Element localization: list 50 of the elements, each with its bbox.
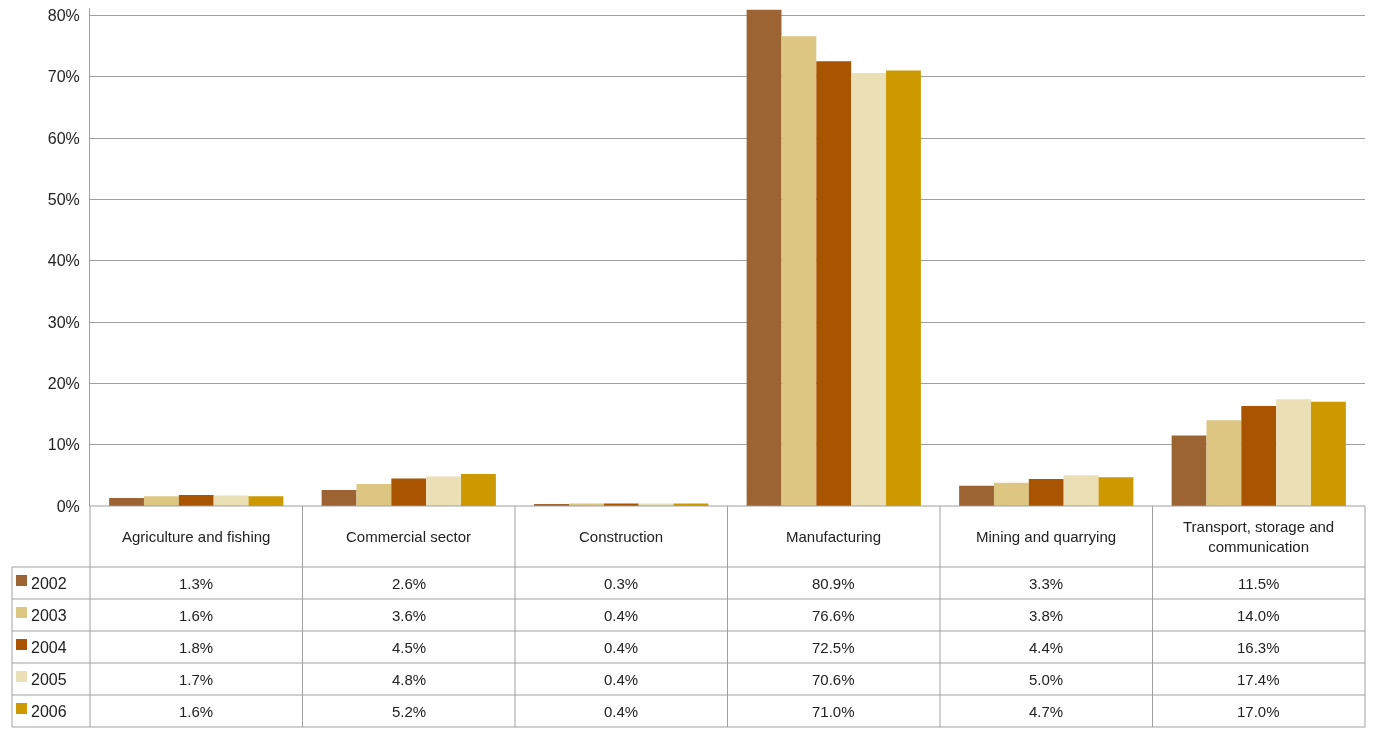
data-label: 1.7%: [179, 671, 214, 688]
data-label: 3.3%: [1029, 575, 1064, 592]
data-label: 1.6%: [179, 607, 214, 624]
data-label: 0.4%: [604, 639, 639, 656]
x-tick-label: Agriculture and fishing: [122, 528, 271, 545]
data-label: 14.0%: [1237, 607, 1280, 624]
y-tick-label: 30%: [47, 313, 80, 331]
y-tick-label: 60%: [47, 129, 80, 147]
x-tick-label: Manufacturing: [786, 528, 882, 545]
data-label: 5.2%: [392, 703, 427, 720]
x-tick-label: Commercial sector: [346, 528, 472, 545]
legend-label: 2005: [31, 671, 67, 688]
data-label: 1.6%: [179, 703, 214, 720]
data-label: 0.4%: [604, 703, 639, 720]
data-label: 4.4%: [1029, 639, 1064, 656]
data-label: 3.8%: [1029, 607, 1064, 624]
data-label: 4.8%: [392, 671, 427, 688]
data-label: 4.7%: [1029, 703, 1064, 720]
x-tick-label: Transport, storage and communication: [1183, 518, 1335, 555]
data-label: 3.6%: [392, 607, 427, 624]
data-label: 70.6%: [812, 671, 855, 688]
x-tick-label: Construction: [579, 528, 664, 545]
data-label: 4.5%: [392, 639, 427, 656]
x-tick-label: Mining and quarrying: [976, 528, 1117, 545]
data-label: 76.6%: [812, 607, 855, 624]
y-tick-label: 0%: [56, 497, 80, 515]
data-label: 17.0%: [1237, 703, 1280, 720]
data-label: 16.3%: [1237, 639, 1280, 656]
legend-label: 2004: [31, 639, 67, 656]
y-tick-label: 20%: [47, 374, 80, 392]
data-label: 1.8%: [179, 639, 214, 656]
data-label: 2.6%: [392, 575, 427, 592]
data-label: 0.3%: [604, 575, 639, 592]
data-label: 17.4%: [1237, 671, 1280, 688]
legend-label: 2002: [31, 575, 67, 592]
y-tick-label: 10%: [47, 436, 80, 454]
data-label: 0.4%: [604, 671, 639, 688]
y-tick-label: 80%: [47, 6, 80, 24]
data-label: 11.5%: [1238, 575, 1280, 592]
y-tick-label: 40%: [47, 252, 80, 270]
data-label: 80.9%: [812, 575, 855, 592]
data-label: 5.0%: [1029, 671, 1064, 688]
data-label: 71.0%: [812, 703, 855, 720]
data-label: 72.5%: [812, 639, 855, 656]
data-label: 1.3%: [179, 575, 214, 592]
data-label: 0.4%: [604, 607, 639, 624]
legend-label: 2006: [31, 703, 67, 720]
y-tick-label: 70%: [47, 68, 80, 86]
legend-label: 2003: [31, 607, 67, 624]
y-tick-label: 50%: [47, 190, 80, 208]
